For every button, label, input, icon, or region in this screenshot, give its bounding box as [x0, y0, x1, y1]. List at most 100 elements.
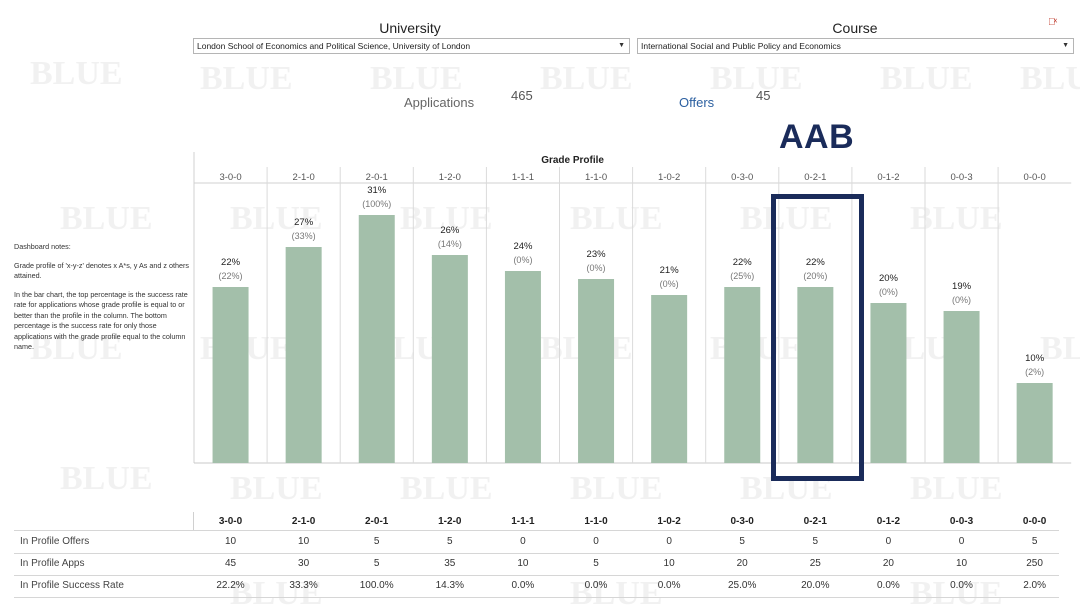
table-header-cell: 0-0-0 — [1022, 516, 1047, 527]
bar — [1016, 383, 1053, 463]
table-row-divider — [14, 575, 1059, 576]
bar — [651, 295, 688, 463]
column-header-label: 2-0-1 — [366, 172, 388, 183]
bar-top-label: 24% — [513, 241, 533, 252]
applications-value: 465 — [511, 88, 533, 103]
notes-paragraph-2: In the bar chart, the top percentage is … — [14, 289, 188, 352]
column-header-label: 2-1-0 — [293, 172, 315, 183]
university-select-value: London School of Economics and Political… — [197, 41, 471, 51]
bar-top-label: 23% — [587, 249, 607, 260]
table-cell: 250 — [1026, 558, 1043, 569]
clear-filter-icon[interactable]: ⊽ͯ — [1048, 17, 1056, 28]
bar — [504, 271, 541, 463]
table-cell: 0.0% — [511, 580, 535, 591]
bar — [431, 255, 468, 463]
bar-top-label: 22% — [733, 257, 753, 268]
table-cell: 20 — [882, 558, 894, 569]
bar-bottom-label: (0%) — [587, 263, 606, 273]
table-cell: 5 — [812, 536, 819, 547]
bar-bottom-label: (0%) — [952, 295, 971, 305]
table-cell: 0 — [958, 536, 965, 547]
course-select[interactable]: International Social and Public Policy a… — [637, 38, 1074, 54]
table-cell: 5 — [593, 558, 599, 569]
table-cell: 25.0% — [728, 580, 757, 591]
table-header-cell: 1-1-0 — [584, 516, 608, 527]
bar — [797, 287, 834, 463]
table-header-cell: 0-2-1 — [803, 516, 827, 527]
table-cell: 20 — [736, 558, 748, 569]
table-cell: 10 — [298, 536, 310, 547]
table-header-cell: 3-0-0 — [218, 516, 243, 527]
table-cell: 5 — [373, 558, 380, 569]
notes-title: Dashboard notes: — [14, 242, 71, 251]
bar-bottom-label: (2%) — [1025, 367, 1044, 377]
bar-top-label: 22% — [221, 257, 241, 268]
bar — [285, 247, 322, 463]
column-header-label: 1-1-1 — [512, 172, 534, 183]
column-header-label: 0-0-0 — [1024, 172, 1046, 183]
bar — [943, 311, 980, 463]
column-header-label: 1-1-0 — [585, 172, 607, 183]
dashboard-notes: Dashboard notes: Grade profile of 'x-y-z… — [14, 242, 189, 361]
bar-top-label: 22% — [806, 257, 826, 268]
table-cell: 5 — [739, 536, 745, 547]
notes-paragraph-1: Grade profile of 'x-y-z' denotes x A*s, … — [14, 260, 189, 281]
applications-label: Applications — [404, 95, 475, 110]
table-header-divider — [14, 530, 1059, 531]
bar-bottom-label: (25%) — [730, 271, 754, 281]
course-filter-label: Course — [832, 20, 878, 36]
table-row-divider — [14, 553, 1059, 554]
table-header-cell: 2-0-1 — [365, 516, 389, 527]
column-header-label: 0-0-3 — [950, 172, 972, 183]
table-header-cell: 1-1-1 — [511, 516, 535, 527]
table-cell: 10 — [663, 558, 675, 569]
highlight-box — [771, 194, 864, 481]
table-row-label: In Profile Success Rate — [20, 580, 124, 591]
table-header-cell: 0-0-3 — [949, 516, 974, 527]
offers-label: Offers — [679, 95, 715, 110]
university-select[interactable]: London School of Economics and Political… — [193, 38, 630, 54]
column-header-label: 1-2-0 — [439, 172, 461, 183]
table-cell: 2.0% — [1023, 580, 1046, 591]
table-row-divider — [14, 597, 1059, 598]
table-cell: 5 — [447, 536, 453, 547]
bar-bottom-label: (0%) — [660, 279, 679, 289]
column-header-label: 0-3-0 — [731, 172, 753, 183]
table-cell: 35 — [444, 558, 456, 569]
table-row-label: In Profile Apps — [20, 558, 85, 569]
bar-bottom-label: (22%) — [219, 271, 243, 281]
table-cell: 30 — [298, 558, 310, 569]
bar-top-label: 31% — [367, 185, 387, 196]
bar-top-label: 21% — [660, 265, 680, 276]
chart-title: Grade Profile — [541, 155, 604, 166]
bar — [724, 287, 761, 463]
bar — [212, 287, 249, 463]
bar-top-label: 19% — [952, 281, 972, 292]
table-cell: 45 — [224, 558, 237, 569]
bar-bottom-label: (14%) — [438, 239, 462, 249]
bar-top-label: 20% — [879, 273, 899, 284]
table-cell: 0 — [593, 536, 599, 547]
bar — [358, 215, 395, 463]
table-header-cell: 2-1-0 — [291, 516, 316, 527]
offers-value: 45 — [756, 88, 771, 103]
bar-top-label: 26% — [440, 225, 460, 236]
table-cell: 25 — [809, 558, 821, 569]
university-filter-label: University — [379, 20, 441, 36]
table-cell: 0.0% — [876, 580, 900, 591]
table-cell: 33.3% — [289, 580, 318, 591]
table-header-border — [193, 512, 194, 530]
table-cell: 20.0% — [801, 580, 830, 591]
bar-top-label: 27% — [294, 217, 314, 228]
bar — [578, 279, 615, 463]
column-header-label: 0-1-2 — [877, 172, 899, 183]
table-cell: 0.0% — [584, 580, 608, 591]
column-header-label: 3-0-0 — [219, 172, 241, 183]
table-cell: 0.0% — [950, 580, 973, 591]
chevron-down-icon: ▼ — [1062, 42, 1069, 49]
column-header-label: 0-2-1 — [804, 172, 826, 183]
table-cell: 5 — [373, 536, 380, 547]
bar-bottom-label: (0%) — [879, 287, 898, 297]
table-header-cell: 0-1-2 — [876, 516, 901, 527]
table-row-label: In Profile Offers — [20, 536, 90, 547]
